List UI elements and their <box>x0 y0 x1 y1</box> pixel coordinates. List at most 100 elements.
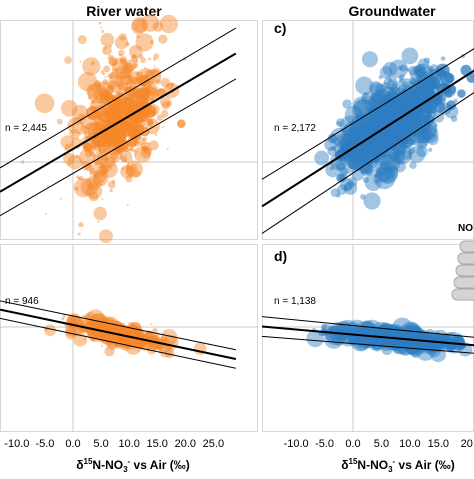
data-point <box>64 143 73 152</box>
data-point <box>119 76 122 79</box>
data-point <box>137 74 150 87</box>
data-point <box>391 157 397 163</box>
data-point <box>93 314 98 319</box>
data-point <box>44 212 47 215</box>
data-point <box>140 71 144 75</box>
legend-size-markers <box>451 240 474 301</box>
data-point <box>342 99 352 109</box>
data-point <box>113 82 116 85</box>
data-point <box>140 147 152 159</box>
data-point <box>401 47 419 65</box>
data-point <box>362 176 369 183</box>
data-point <box>67 154 83 170</box>
data-point <box>44 324 56 337</box>
data-point <box>148 57 152 61</box>
data-point <box>389 166 395 172</box>
data-point <box>100 70 105 74</box>
data-point <box>394 154 401 161</box>
data-point <box>404 137 414 148</box>
data-point <box>368 81 383 96</box>
data-point <box>391 83 396 88</box>
data-point <box>401 80 408 87</box>
data-point <box>433 123 438 128</box>
river-water-title: River water <box>86 3 162 19</box>
data-point <box>152 90 155 93</box>
data-point <box>153 65 156 68</box>
data-point <box>378 171 383 176</box>
data-point <box>150 98 154 102</box>
data-point <box>103 156 109 162</box>
data-point <box>129 45 143 59</box>
data-point <box>103 46 107 50</box>
data-point <box>146 346 149 349</box>
data-point <box>435 63 450 78</box>
data-point <box>100 26 103 29</box>
data-point <box>122 167 125 170</box>
data-point <box>330 127 349 146</box>
data-point <box>156 114 164 121</box>
data-point <box>138 54 144 59</box>
data-point <box>382 97 387 102</box>
data-point <box>343 181 358 195</box>
data-point <box>94 80 101 87</box>
data-point <box>100 167 109 176</box>
data-point <box>89 181 92 184</box>
scatter-core <box>82 62 186 154</box>
data-point <box>102 158 105 161</box>
data-point <box>102 79 109 86</box>
data-point <box>324 138 337 151</box>
data-point <box>126 80 130 84</box>
data-point <box>78 175 84 181</box>
data-point <box>107 80 118 90</box>
data-point <box>145 142 148 145</box>
data-point <box>355 76 374 95</box>
data-point <box>109 84 116 91</box>
data-point <box>363 192 381 210</box>
data-point <box>114 72 134 91</box>
data-point <box>413 64 426 77</box>
legend-title-fragment: NO <box>458 223 473 234</box>
data-point <box>380 153 394 167</box>
data-point <box>80 328 83 331</box>
data-point <box>368 151 376 159</box>
data-point <box>405 130 411 136</box>
data-point <box>144 69 153 78</box>
data-point <box>416 68 421 74</box>
data-point <box>331 145 337 151</box>
data-point <box>111 160 114 163</box>
data-point <box>394 144 407 156</box>
x-tick-label: 20.0 <box>175 438 196 450</box>
data-point <box>170 82 173 85</box>
data-point <box>138 87 151 99</box>
data-point <box>125 175 133 183</box>
data-point <box>128 172 131 176</box>
confidence-band-line <box>261 92 474 234</box>
data-point <box>409 77 417 85</box>
confidence-band-line <box>0 300 236 351</box>
x-tick-label: 5.0 <box>374 438 389 450</box>
data-point <box>93 206 107 221</box>
data-point <box>383 75 398 90</box>
data-point <box>107 54 114 61</box>
data-point <box>64 56 72 64</box>
data-point <box>163 116 166 118</box>
data-point <box>154 132 157 135</box>
data-point <box>376 160 399 183</box>
data-point <box>407 125 412 131</box>
data-point <box>119 58 127 66</box>
data-point <box>120 81 123 84</box>
data-point <box>94 96 99 100</box>
data-point <box>102 72 106 76</box>
data-point <box>399 64 407 72</box>
data-point <box>108 56 118 67</box>
data-point <box>336 133 347 144</box>
data-point <box>370 82 384 97</box>
data-point <box>92 338 95 341</box>
data-point <box>77 232 81 236</box>
data-point <box>119 56 128 64</box>
data-point <box>336 121 342 126</box>
data-point <box>77 321 80 324</box>
size-legend: NO <box>451 223 474 301</box>
data-point <box>114 85 126 97</box>
